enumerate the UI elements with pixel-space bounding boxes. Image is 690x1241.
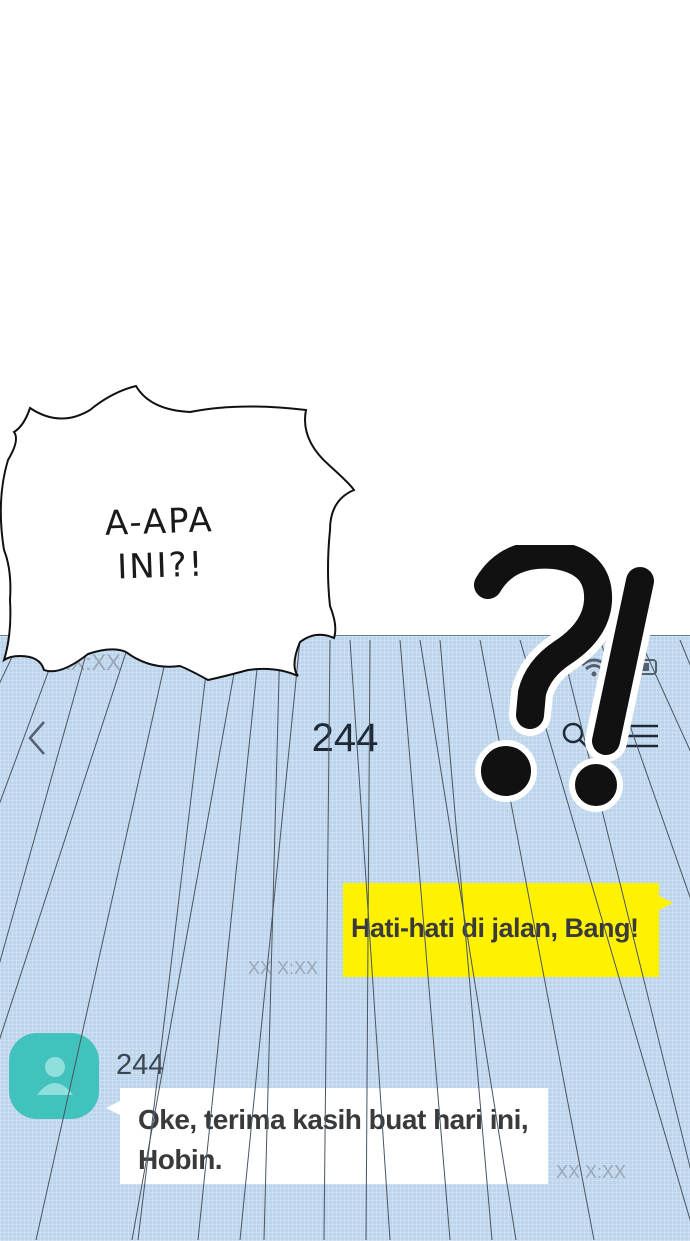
received-message-time: XX X:XX	[556, 1162, 627, 1182]
bubble-tail	[106, 1100, 122, 1116]
sender-name: 244	[116, 1049, 165, 1081]
interrobang-sfx	[467, 545, 661, 812]
speech-line-2: INI?!	[116, 544, 206, 588]
person-icon	[37, 1057, 73, 1095]
sent-message-bubble[interactable]: Hati-hati di jalan, Bang!	[343, 883, 673, 977]
speech-text: A-APA INI?!	[59, 497, 262, 592]
received-message-line-2: Hobin.	[138, 1144, 223, 1175]
speech-bubble	[0, 384, 356, 682]
chevron-left-icon[interactable]	[22, 718, 50, 763]
sent-message-time: XX X:XX	[248, 958, 319, 978]
received-message-bubble[interactable]: Oke, terima kasih buat hari ini, Hobin.	[106, 1088, 548, 1184]
received-message-line-1: Oke, terima kasih buat hari ini,	[138, 1104, 529, 1135]
speech-line-1: A-APA	[104, 500, 215, 544]
bubble-tail	[657, 895, 673, 911]
sent-message-text: Hati-hati di jalan, Bang!	[351, 913, 639, 943]
avatar[interactable]	[9, 1033, 99, 1119]
chat-title: 244	[311, 716, 379, 760]
